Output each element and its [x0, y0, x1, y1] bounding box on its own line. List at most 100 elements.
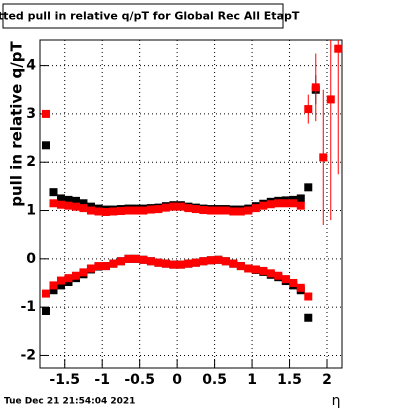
marker: [169, 260, 178, 269]
marker: [326, 95, 335, 104]
marker: [184, 204, 193, 213]
x-tick-label: 2: [322, 372, 332, 388]
marker: [184, 259, 193, 268]
y-tick-label: 1: [26, 203, 36, 219]
marker: [296, 283, 305, 292]
y-tick-label: 0: [26, 251, 36, 267]
marker: [79, 199, 88, 208]
title-box: [2, 3, 284, 29]
marker: [304, 313, 313, 322]
marker: [154, 258, 163, 267]
marker: [221, 257, 230, 266]
y-tick-label: -2: [20, 347, 36, 363]
marker: [49, 281, 58, 290]
marker: [49, 286, 58, 295]
marker: [56, 194, 65, 203]
marker: [199, 257, 208, 266]
marker: [79, 268, 88, 277]
marker: [41, 289, 50, 298]
marker: [274, 271, 283, 280]
marker: [296, 194, 305, 203]
marker: [259, 266, 268, 275]
marker: [304, 292, 313, 301]
marker: [116, 257, 125, 266]
marker: [56, 276, 65, 285]
marker: [71, 271, 80, 280]
marker: [131, 206, 140, 215]
marker: [251, 265, 260, 274]
marker: [304, 105, 313, 114]
marker: [131, 254, 140, 263]
marker: [251, 204, 260, 213]
marker: [199, 206, 208, 215]
marker: [229, 207, 238, 216]
marker: [94, 262, 103, 271]
marker: [49, 199, 58, 208]
marker: [236, 207, 245, 216]
y-axis-label: pull in relative q/pT: [8, 40, 26, 206]
marker: [41, 306, 50, 315]
y-tick-label: 3: [26, 106, 36, 122]
chart-title: Fitted pull in relative q/pT for Global …: [0, 10, 300, 23]
marker: [139, 206, 148, 215]
x-tick-label: -1: [94, 372, 110, 388]
marker: [56, 281, 65, 290]
marker: [146, 257, 155, 266]
marker: [289, 199, 298, 208]
plot-frame: [39, 39, 343, 369]
marker: [139, 255, 148, 264]
marker: [86, 206, 95, 215]
marker: [161, 259, 170, 268]
marker: [101, 262, 110, 271]
marker: [176, 202, 185, 211]
marker: [304, 183, 313, 192]
marker: [229, 259, 238, 268]
marker: [64, 195, 73, 204]
marker: [206, 256, 215, 265]
marker: [94, 207, 103, 216]
marker: [146, 205, 155, 214]
marker: [176, 260, 185, 269]
marker: [161, 203, 170, 212]
marker: [41, 109, 50, 118]
x-tick-label: -0.5: [124, 372, 155, 388]
marker: [109, 207, 118, 216]
marker: [71, 202, 80, 211]
x-tick-label: 0: [172, 372, 182, 388]
marker: [244, 264, 253, 273]
marker: [116, 207, 125, 216]
marker: [64, 274, 73, 283]
marker: [191, 258, 200, 267]
marker: [86, 264, 95, 273]
timestamp: Tue Dec 21 21:54:04 2021: [4, 397, 135, 407]
marker: [281, 199, 290, 208]
marker: [311, 83, 320, 92]
marker: [64, 201, 73, 210]
y-tick-label: 4: [26, 58, 36, 74]
marker: [101, 207, 110, 216]
marker: [206, 206, 215, 215]
marker: [334, 44, 343, 53]
y-tick-label: 2: [26, 154, 36, 170]
marker: [71, 196, 80, 205]
marker: [244, 206, 253, 215]
marker: [319, 153, 328, 162]
marker: [124, 206, 133, 215]
x-tick-label: 1: [247, 372, 257, 388]
x-tick-label: 0.5: [202, 372, 227, 388]
y-tick-label: -1: [20, 299, 36, 315]
marker: [266, 269, 275, 278]
marker: [49, 188, 58, 197]
marker: [289, 278, 298, 287]
marker: [109, 259, 118, 268]
marker: [221, 206, 230, 215]
marker: [41, 141, 50, 150]
marker: [214, 206, 223, 215]
marker: [259, 201, 268, 210]
marker: [236, 262, 245, 271]
marker: [154, 205, 163, 214]
marker: [274, 199, 283, 208]
x-axis-label: η: [332, 393, 341, 409]
